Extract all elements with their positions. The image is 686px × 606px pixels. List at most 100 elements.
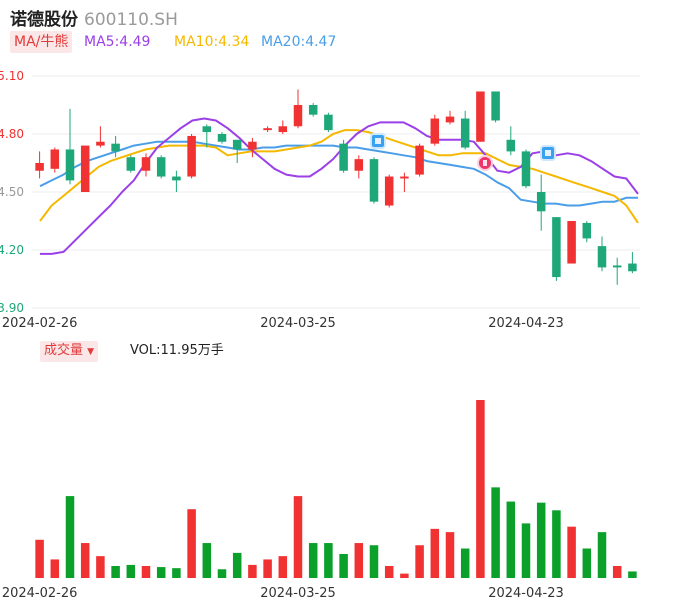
volume-bars — [35, 400, 637, 578]
candle-body — [582, 222, 592, 239]
volume-bar — [293, 496, 303, 578]
candle — [506, 126, 516, 156]
candle-body — [415, 145, 424, 175]
volume-bar — [628, 571, 637, 578]
volume-bar — [65, 496, 75, 578]
ma-indicator-button[interactable]: MA/牛熊 — [10, 31, 73, 53]
candle — [491, 91, 500, 123]
volume-date-axis: 2024-02-26 2024-03-25 2024-04-23 — [2, 586, 564, 601]
candle — [415, 143, 424, 177]
volume-bar — [278, 556, 288, 578]
candle-body — [597, 246, 607, 268]
candle-body — [521, 151, 531, 187]
volume-bar — [217, 569, 227, 578]
candle-body — [476, 91, 485, 142]
candle — [400, 172, 409, 192]
stock-code: 600110.SH — [84, 10, 178, 30]
volume-bar — [400, 573, 409, 578]
candle-body — [369, 159, 379, 202]
y-tick-label: 4.80 — [0, 127, 24, 141]
candle-body — [80, 145, 90, 192]
volume-indicator-button[interactable]: 成交量 ▼ — [40, 341, 99, 362]
x-tick-label: 2024-02-26 — [2, 316, 78, 331]
price-axis: 5.10 4.80 4.50 4.20 3.90 — [0, 69, 24, 315]
candle — [217, 132, 227, 144]
candle-body — [172, 176, 181, 181]
volume-bar — [597, 532, 607, 578]
stock-title: 诺德股份 600110.SH — [10, 5, 178, 30]
volume-bar — [232, 552, 242, 578]
candle-body — [96, 141, 105, 146]
candle-body — [187, 135, 196, 177]
candle-body — [460, 118, 470, 148]
stock-name: 诺德股份 — [10, 10, 78, 30]
volume-bar — [476, 400, 485, 578]
ma10-label: MA10:4.34 — [174, 34, 250, 50]
volume-bar — [35, 539, 44, 578]
volume-bar — [50, 559, 60, 578]
volume-bar — [552, 510, 561, 578]
volume-bar — [460, 548, 470, 578]
candle-body — [35, 163, 44, 171]
y-tick-label: 4.20 — [0, 243, 24, 257]
moving-averages — [39, 117, 639, 255]
candle — [445, 110, 455, 125]
candle — [324, 112, 333, 133]
price-date-axis: 2024-02-26 2024-03-25 2024-04-23 — [2, 316, 564, 331]
ma20-label: MA20:4.47 — [261, 34, 337, 50]
candle — [552, 217, 561, 281]
candle-body — [354, 159, 364, 171]
candle-body — [445, 116, 455, 123]
candle-body — [430, 118, 440, 144]
volume-bar — [506, 501, 516, 578]
candle — [126, 155, 136, 173]
candle — [521, 149, 531, 189]
candle — [278, 120, 288, 134]
ma5-label: MA5:4.49 — [84, 34, 151, 50]
candle — [141, 153, 151, 177]
candle-body — [308, 105, 318, 115]
candle-body — [126, 157, 136, 171]
volume-bar — [445, 532, 455, 578]
dropdown-arrow-icon: ▼ — [87, 347, 95, 357]
candle — [202, 124, 212, 148]
volume-bar — [96, 556, 105, 578]
candle-body — [111, 143, 120, 152]
candle — [384, 174, 394, 208]
y-tick-label: 4.50 — [0, 185, 24, 199]
candle — [354, 155, 364, 179]
candle-body — [278, 126, 288, 133]
signal-marker-1[interactable] — [370, 133, 386, 149]
volume-value: VOL:11.95万手 — [130, 343, 224, 358]
volume-bar — [156, 567, 166, 578]
candle — [628, 251, 637, 274]
candles — [35, 89, 637, 285]
volume-bar — [263, 559, 272, 578]
candle-body — [141, 157, 151, 171]
x-tick-label: 2024-04-23 — [488, 316, 564, 331]
candle — [476, 91, 485, 142]
candle — [567, 221, 576, 264]
bull-marker[interactable] — [477, 155, 493, 171]
candle — [308, 103, 318, 117]
volume-bar — [369, 545, 379, 578]
volume-bar — [80, 543, 90, 578]
volume-bar — [354, 543, 364, 578]
candle — [597, 236, 607, 272]
signal-marker-2[interactable] — [540, 145, 556, 161]
volume-bar — [126, 564, 136, 578]
candle — [369, 157, 379, 204]
candle — [156, 155, 166, 179]
x-tick-label: 2024-03-25 — [260, 586, 336, 601]
candle — [35, 151, 44, 179]
candle-body — [217, 134, 227, 142]
candle — [248, 137, 257, 158]
volume-bar — [339, 553, 348, 578]
candle-body — [248, 141, 257, 150]
price-grid — [32, 75, 640, 309]
candle-body — [384, 176, 394, 206]
candle-body — [339, 143, 348, 171]
candle-body — [628, 263, 637, 272]
candle — [460, 110, 470, 150]
